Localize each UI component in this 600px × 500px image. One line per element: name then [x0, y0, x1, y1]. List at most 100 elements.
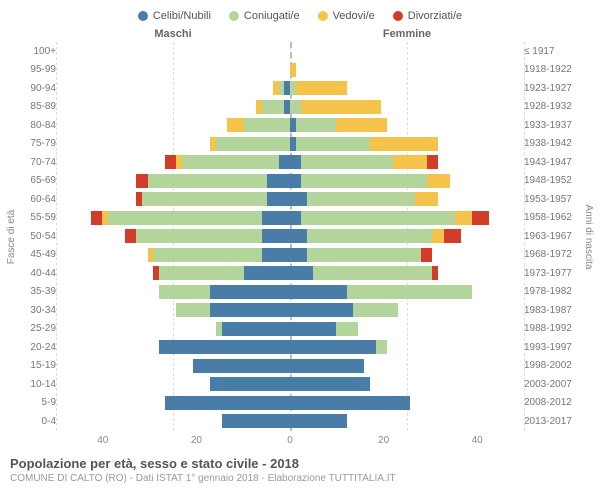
bar-segment	[301, 174, 426, 188]
bar-segment	[290, 396, 410, 410]
female-bar	[290, 377, 518, 391]
birth-year-label: 1923-1927	[518, 83, 590, 94]
chart-headers: Maschi Femmine	[10, 28, 590, 40]
table-row: 75-791938-1942	[10, 135, 590, 154]
age-label: 0-4	[10, 416, 62, 427]
legend-item: Vedovi/e	[318, 10, 375, 22]
male-bar	[62, 266, 290, 280]
axis-tick: 20	[150, 435, 244, 446]
female-bar	[290, 266, 518, 280]
birth-year-label: 1988-1992	[518, 323, 590, 334]
male-bar	[62, 414, 290, 428]
bar-segment	[210, 377, 290, 391]
male-bar	[62, 118, 290, 132]
axis-tick: 0	[243, 435, 337, 446]
birth-year-label: 1943-1947	[518, 157, 590, 168]
bar-pair	[62, 79, 518, 98]
bar-segment	[296, 137, 370, 151]
female-bar	[290, 63, 518, 77]
legend-item: Coniugati/e	[229, 10, 300, 22]
table-row: 90-941923-1927	[10, 79, 590, 98]
age-label: 75-79	[10, 138, 62, 149]
bar-segment	[444, 229, 461, 243]
bar-segment	[244, 266, 290, 280]
bar-pair	[62, 246, 518, 265]
bar-segment	[267, 192, 290, 206]
population-pyramid-chart: Fasce di età Anni di nascita Maschi Femm…	[10, 28, 590, 446]
bar-segment	[290, 414, 347, 428]
legend-swatch	[318, 11, 328, 21]
bar-segment	[301, 100, 381, 114]
legend-swatch	[138, 11, 148, 21]
birth-year-label: 1998-2002	[518, 360, 590, 371]
age-label: 25-29	[10, 323, 62, 334]
female-bar	[290, 137, 518, 151]
bar-segment	[210, 285, 290, 299]
female-bar	[290, 174, 518, 188]
bar-segment	[159, 266, 245, 280]
bar-segment	[165, 155, 176, 169]
bar-segment	[370, 137, 438, 151]
female-bar	[290, 285, 518, 299]
bar-segment	[307, 192, 415, 206]
table-row: 40-441973-1977	[10, 264, 590, 283]
female-bar	[290, 396, 518, 410]
bar-pair	[62, 301, 518, 320]
bar-segment	[421, 248, 432, 262]
bar-pair	[62, 412, 518, 431]
bar-segment	[290, 359, 364, 373]
age-label: 65-69	[10, 175, 62, 186]
bar-segment	[472, 211, 489, 225]
birth-year-label: 2013-2017	[518, 416, 590, 427]
birth-year-label: 1968-1972	[518, 249, 590, 260]
bar-segment	[290, 303, 353, 317]
bar-segment	[376, 340, 387, 354]
age-label: 60-64	[10, 194, 62, 205]
bar-segment	[301, 155, 392, 169]
bar-segment	[296, 81, 347, 95]
male-bar	[62, 63, 290, 77]
bar-segment	[136, 174, 147, 188]
bar-pair	[62, 190, 518, 209]
bar-segment	[279, 155, 290, 169]
table-row: 35-391978-1982	[10, 283, 590, 302]
bar-segment	[290, 155, 301, 169]
table-row: 25-29 1988-1992	[10, 320, 590, 339]
bar-segment	[432, 266, 438, 280]
age-label: 35-39	[10, 286, 62, 297]
bar-segment	[210, 303, 290, 317]
bar-segment	[108, 211, 262, 225]
bar-segment	[262, 229, 291, 243]
table-row: 100+ ≤ 1917	[10, 42, 590, 61]
bar-segment	[148, 174, 268, 188]
male-bar	[62, 174, 290, 188]
female-bar	[290, 118, 518, 132]
bar-pair	[62, 172, 518, 191]
axis-tick: 40	[56, 435, 150, 446]
bar-pair	[62, 264, 518, 283]
age-label: 100+	[10, 46, 62, 57]
birth-year-label: ≤ 1917	[518, 46, 590, 57]
female-bar	[290, 155, 518, 169]
bar-segment	[222, 322, 290, 336]
bar-segment	[313, 266, 433, 280]
birth-year-label: 1918-1922	[518, 64, 590, 75]
bar-segment	[455, 211, 472, 225]
bar-segment	[290, 266, 313, 280]
legend-swatch	[229, 11, 239, 21]
bar-segment	[301, 211, 455, 225]
male-bar	[62, 155, 290, 169]
birth-year-label: 1973-1977	[518, 268, 590, 279]
bar-segment	[176, 303, 210, 317]
female-bar	[290, 414, 518, 428]
bar-segment	[290, 192, 307, 206]
birth-year-label: 1953-1957	[518, 194, 590, 205]
birth-year-label: 2008-2012	[518, 397, 590, 408]
table-row: 30-341983-1987	[10, 301, 590, 320]
table-row: 65-691948-1952	[10, 172, 590, 191]
bar-pair	[62, 375, 518, 394]
bar-segment	[182, 155, 279, 169]
bar-segment	[290, 174, 301, 188]
bar-pair	[62, 283, 518, 302]
male-bar	[62, 44, 290, 58]
